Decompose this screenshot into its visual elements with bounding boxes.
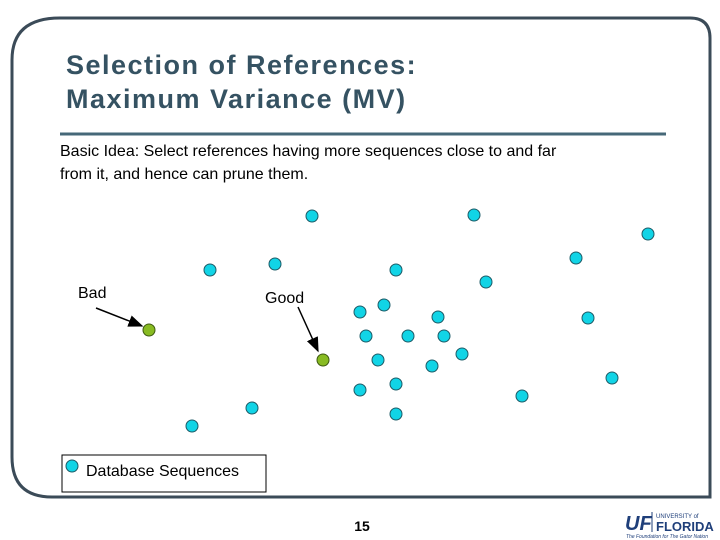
sequence-dot <box>353 383 367 397</box>
sequence-dot <box>389 377 403 391</box>
page-number: 15 <box>354 518 370 534</box>
sequence-dot <box>377 298 391 312</box>
sequence-dot <box>268 257 282 271</box>
legend-box <box>61 454 267 493</box>
sequence-dot <box>437 329 451 343</box>
sequence-dot <box>401 329 415 343</box>
sequence-dot <box>479 275 493 289</box>
sequence-dot <box>581 311 595 325</box>
good-label: Good <box>265 290 304 307</box>
title-line: Maximum Variance (MV) <box>66 84 407 114</box>
sequence-dot <box>389 407 403 421</box>
sequence-dot <box>203 263 217 277</box>
title-line: Selection of References: <box>66 50 417 80</box>
legend-dot <box>65 459 79 473</box>
bad-label: Bad <box>78 285 106 302</box>
sequence-dot <box>185 419 199 433</box>
bad-reference-dot <box>142 323 156 337</box>
sequence-dot <box>359 329 373 343</box>
legend-label: Database Sequences <box>86 463 239 480</box>
sequence-dot <box>371 353 385 367</box>
logo-university: UNIVERSITY of <box>656 514 699 520</box>
sequence-dot <box>569 251 583 265</box>
sequence-dot <box>305 209 319 223</box>
sequence-dot <box>425 359 439 373</box>
slide-frame <box>10 16 712 499</box>
sequence-dot <box>431 310 445 324</box>
sequence-dot <box>455 347 469 361</box>
logo: UF UNIVERSITY of FLORIDA The Foundation … <box>625 512 714 540</box>
logo-florida: FLORIDA <box>656 519 714 534</box>
bad-arrow <box>95 307 144 327</box>
body-line: Basic Idea: Select references having mor… <box>60 143 557 160</box>
sequence-dot <box>467 208 481 222</box>
sequence-dot <box>605 371 619 385</box>
sequence-dot <box>515 389 529 403</box>
good-arrow <box>297 306 319 353</box>
logo-mark: UF <box>625 513 652 535</box>
sequence-dot <box>389 263 403 277</box>
sequence-dots <box>142 208 655 433</box>
sequence-dot <box>641 227 655 241</box>
sequence-dot <box>245 401 259 415</box>
sequence-dot <box>353 305 367 319</box>
body-line: from it, and hence can prune them. <box>60 166 308 183</box>
good-reference-dot <box>316 353 330 367</box>
logo-tagline: The Foundation for The Gator Nation <box>626 534 708 540</box>
